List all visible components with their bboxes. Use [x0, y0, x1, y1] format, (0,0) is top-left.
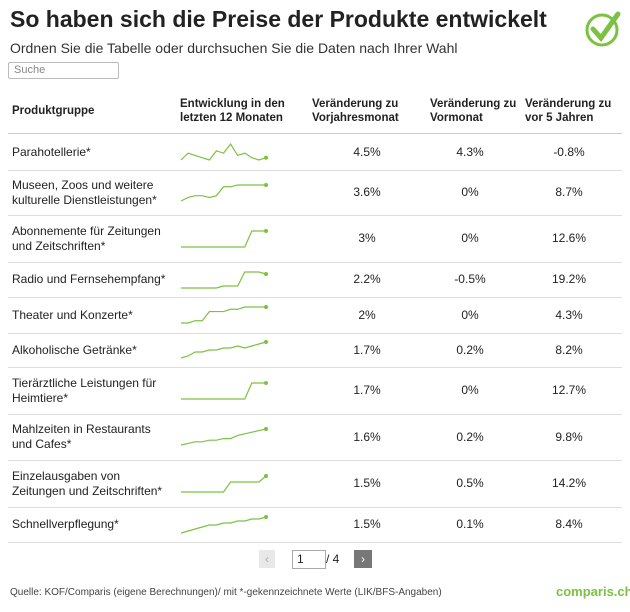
row-separator	[8, 507, 622, 508]
group-cell: Alkoholische Getränke*	[12, 342, 137, 357]
group-cell: Theater und Konzerte*	[12, 307, 133, 322]
sparkline	[180, 427, 268, 446]
five-years-cell: 8.4%	[555, 517, 583, 531]
group-cell: Einzelausgaben von Zeitungen und Zeitsch…	[12, 468, 163, 498]
sparkline	[180, 142, 268, 161]
row-separator	[8, 460, 622, 461]
trend-end-dot	[264, 155, 268, 160]
trend-line	[181, 270, 267, 289]
group-cell: Radio und Fernsehempfang*	[12, 272, 166, 286]
row-separator	[8, 297, 622, 298]
subtitle: Ordnen Sie die Tabelle oder durchsuchen …	[10, 40, 458, 56]
group-cell: Mahlzeiten in Restaurants und Cafes*	[12, 422, 151, 451]
trend-line	[181, 475, 267, 493]
header-trend: Entwicklung in den letzten 12 Monaten	[180, 98, 285, 124]
row-separator	[8, 414, 622, 415]
trend-line	[180, 341, 267, 359]
trend-end-dot	[264, 305, 268, 309]
trend-end-dot	[264, 380, 268, 385]
search-input[interactable]: Suche	[8, 62, 119, 79]
group-cell: Abonnemente für Zeitungen und Zeitschrif…	[12, 223, 161, 253]
mom-cell: 0%	[461, 383, 479, 397]
mom-cell: 0.2%	[456, 429, 484, 444]
trend-line	[181, 306, 266, 324]
yoy-cell: 1.5%	[353, 517, 381, 531]
sparkline	[181, 473, 268, 493]
logo-check	[585, 11, 621, 47]
yoy-cell: 4.5%	[353, 144, 381, 159]
five-years-cell: 9.8%	[555, 429, 583, 444]
mom-cell: 0%	[461, 231, 479, 245]
five-years-cell: 12.6%	[551, 231, 587, 245]
header-separator	[8, 133, 622, 134]
trend-end-dot	[264, 271, 268, 276]
trend-line	[181, 229, 266, 248]
yoy-cell: 1.5%	[353, 476, 381, 490]
five-years-cell: 8.2%	[555, 342, 583, 357]
five-years-cell: 19.2%	[551, 272, 587, 286]
group-cell: Parahotellerie*	[12, 144, 91, 159]
row-separator	[8, 262, 622, 263]
mom-cell: 0.1%	[456, 517, 484, 531]
prev-button[interactable]: ‹	[259, 550, 275, 568]
trend-end-dot	[264, 427, 268, 431]
group-cell: Tierärztliche Leistungen für Heimtiere*	[12, 375, 157, 405]
mom-cell: 0.5%	[456, 476, 484, 490]
yoy-cell: 3%	[358, 231, 376, 245]
group-cell: Schnellverpflegung*	[12, 517, 119, 531]
trend-line	[180, 428, 267, 446]
source: Quelle: KOF/Comparis (eigene Berechnunge…	[10, 587, 442, 598]
five-years-cell: 4.3%	[555, 307, 583, 322]
yoy-cell: 2.2%	[353, 272, 381, 286]
sparkline	[180, 340, 268, 359]
five-years-cell: 14.2%	[551, 476, 587, 490]
five-years-cell: -0.8%	[553, 144, 585, 159]
yoy-cell: 1.6%	[353, 429, 381, 444]
sparkline	[181, 270, 268, 289]
sparkline	[181, 305, 268, 324]
header-yoy: Veränderung zu Vorjahresmonat	[312, 98, 399, 124]
row-separator	[8, 215, 622, 216]
sparkline	[181, 228, 268, 248]
yoy-cell: 3.6%	[353, 185, 381, 199]
trend-end-dot	[264, 514, 268, 519]
trend-line	[180, 515, 267, 534]
sparkline	[181, 380, 268, 400]
page-input[interactable]: 1	[292, 550, 326, 569]
title: So haben sich die Preise der Produkte en…	[10, 6, 547, 32]
trend-line	[181, 381, 266, 400]
trend-end-dot	[264, 228, 268, 233]
mom-cell: 0%	[461, 185, 479, 199]
mom-cell: 0%	[461, 307, 479, 322]
trend-line	[180, 142, 267, 161]
yoy-cell: 1.7%	[353, 383, 381, 397]
mom-cell: 4.3%	[456, 144, 484, 159]
yoy-cell: 1.7%	[353, 342, 381, 357]
mom-cell: -0.5%	[454, 272, 486, 286]
next-button[interactable]: ›	[354, 550, 372, 568]
header-five-years: Veränderung zu vor 5 Jahren	[525, 98, 612, 124]
row-separator	[8, 333, 622, 334]
sparkline	[180, 182, 268, 202]
row-separator	[8, 170, 622, 171]
page-total: / 4	[326, 552, 340, 566]
group-cell: Museen, Zoos und weitere kulturelle Dien…	[12, 177, 157, 207]
trend-end-dot	[264, 473, 268, 478]
row-separator	[8, 367, 622, 368]
trend-line	[180, 183, 266, 202]
trend-end-dot	[264, 340, 268, 344]
brand: comparis.ch	[556, 584, 630, 599]
sparkline	[180, 514, 268, 534]
five-years-cell: 8.7%	[555, 185, 583, 199]
row-separator	[8, 542, 622, 543]
five-years-cell: 12.7%	[551, 383, 587, 397]
trend-end-dot	[264, 182, 268, 187]
header-mom: Veränderung zu Vormonat	[430, 98, 517, 124]
header-group: Produktgruppe	[12, 105, 95, 117]
mom-cell: 0.2%	[456, 342, 484, 357]
yoy-cell: 2%	[358, 307, 376, 322]
